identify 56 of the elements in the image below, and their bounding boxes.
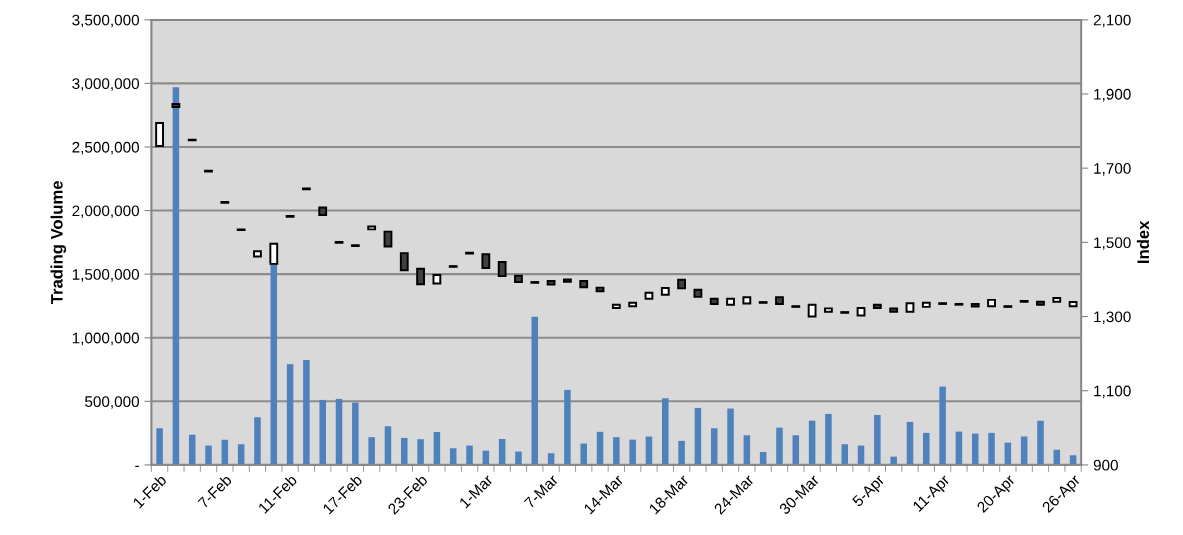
bar: [384, 426, 392, 465]
y-tick-label: 500,000: [85, 396, 140, 409]
bar: [678, 440, 685, 465]
bar: [303, 359, 310, 465]
y-tick-label: 2,500,000: [72, 141, 140, 155]
bar: [841, 444, 848, 465]
bar: [156, 428, 163, 465]
bar: [580, 443, 587, 465]
candlestick: [155, 121, 164, 147]
y-tick-label: 1,000,000: [72, 332, 140, 346]
bar: [792, 435, 800, 465]
bar: [205, 445, 212, 465]
bar: [368, 437, 375, 465]
bar: [335, 398, 343, 465]
bar: [629, 439, 636, 465]
y2-tick-label: 2,100: [1093, 14, 1131, 28]
bar: [564, 389, 571, 465]
bar: [417, 439, 424, 465]
bar: [172, 87, 180, 465]
bar: [466, 445, 473, 465]
bar: [710, 428, 718, 465]
bar: [515, 451, 522, 465]
y2-tick-label: 900: [1093, 459, 1118, 471]
bar: [662, 398, 669, 465]
y2-tick-label: 1,300: [1094, 311, 1131, 325]
bar: [694, 407, 702, 465]
y2-tick-label: 1,700: [1094, 163, 1131, 176]
y2-tick-label: 1,100: [1094, 385, 1131, 399]
bar: [825, 413, 832, 465]
y2-tick-label: 1,500: [1094, 237, 1131, 250]
y-tick-label: -: [135, 465, 139, 467]
bar: [890, 456, 897, 465]
bar: [874, 414, 881, 465]
bar: [939, 386, 946, 465]
bar: [319, 399, 326, 465]
bar: [906, 421, 914, 465]
y2-axis-title: Index: [1136, 220, 1150, 263]
y-tick-label: 3,500,000: [72, 14, 140, 28]
bar: [401, 437, 408, 465]
bar: [286, 364, 294, 465]
bar: [727, 408, 734, 465]
bar: [352, 402, 359, 465]
bar: [1037, 420, 1044, 465]
y-tick-label: 2,000,000: [72, 205, 140, 219]
bar: [254, 417, 261, 465]
candlestick: [269, 242, 279, 265]
y2-tick-label: 1,900: [1094, 88, 1131, 102]
y-tick-label: 1,500,000: [72, 269, 140, 282]
bar: [613, 437, 620, 465]
y-tick-label: 3,000,000: [72, 78, 140, 91]
bar: [531, 316, 539, 465]
bar: [776, 427, 783, 465]
bar: [743, 435, 751, 465]
y-axis-title: Trading Volume: [50, 181, 67, 305]
bar: [923, 432, 930, 465]
bar: [988, 432, 995, 465]
